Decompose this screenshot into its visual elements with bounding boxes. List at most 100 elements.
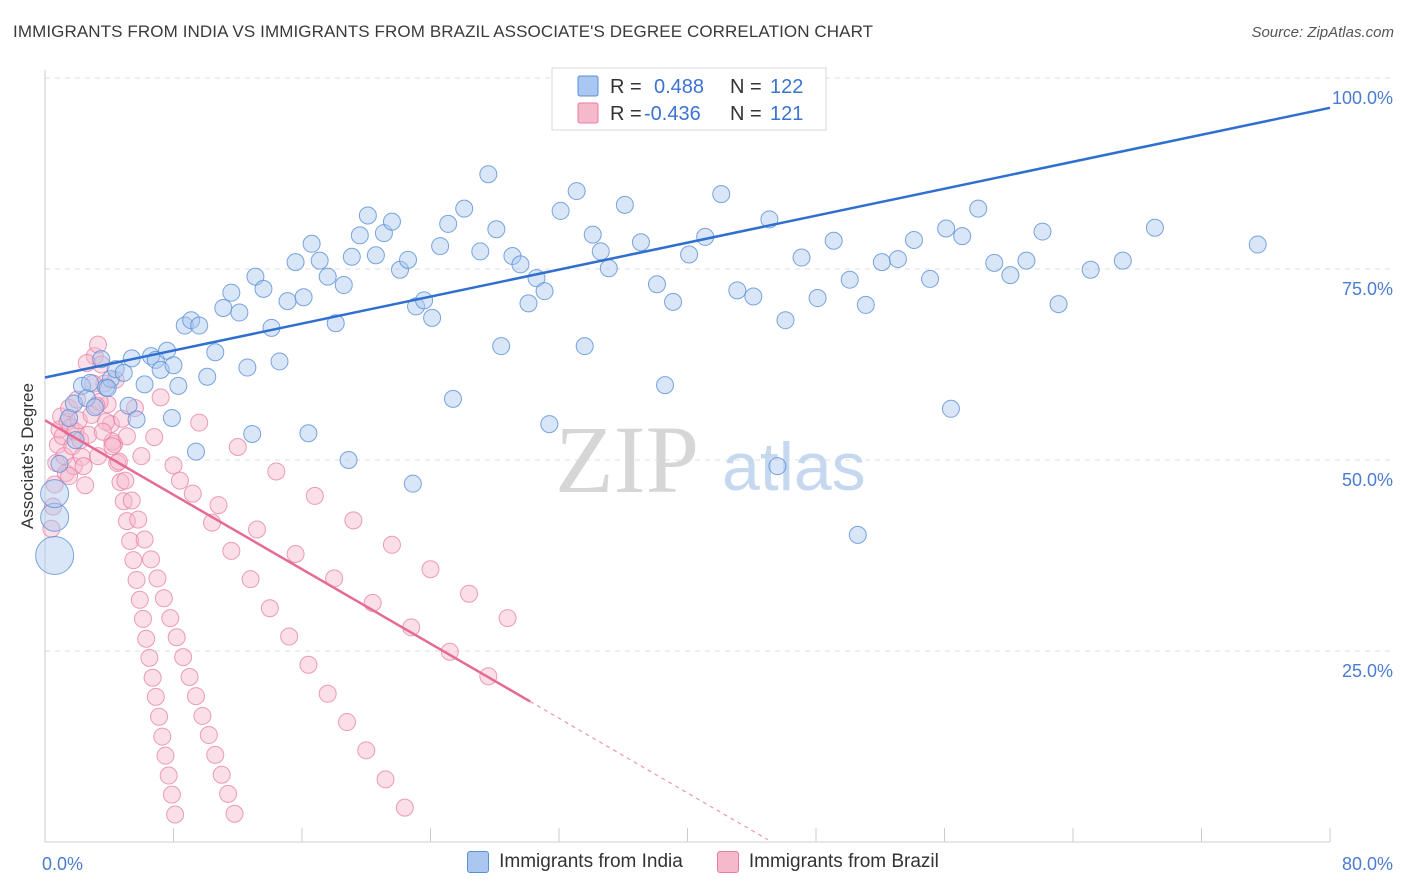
point-india [1113,251,1132,270]
point-brazil [260,599,279,618]
point-india [1081,260,1100,279]
point-brazil [145,428,164,447]
bottom-legend: Immigrants from India Immigrants from Br… [0,851,1406,873]
point-india [631,233,650,252]
point-brazil [395,798,414,817]
point-india [535,282,554,301]
point-brazil [170,471,189,490]
point-brazil [241,570,260,589]
point-brazil [199,726,218,745]
point-brazil [222,541,241,560]
point-india [50,454,69,473]
point-brazil [166,805,185,824]
point-india [127,410,146,429]
point-brazil [154,589,173,608]
point-india [519,294,538,313]
point-india [439,214,458,233]
point-india [230,303,249,322]
point-india [270,352,289,371]
point-brazil [143,668,162,687]
point-brazil [498,609,517,628]
legend-india-n-label: N = [730,76,762,98]
trend-line-brazil [44,419,531,703]
point-brazil [129,510,148,529]
x-ticks [44,828,1331,842]
bottom-legend-brazil-label: Immigrants from Brazil [748,851,939,872]
point-india [350,226,369,245]
point-india [334,276,353,295]
trend-lines [44,106,1331,841]
point-india [254,279,273,298]
point-brazil [153,727,172,746]
point-india [399,250,418,269]
point-india [808,289,827,308]
point-brazil [206,745,225,764]
point-india [744,287,763,306]
point-india [1248,235,1267,254]
bottom-legend-india-label: Immigrants from India [499,851,683,872]
point-brazil [146,687,165,706]
chart-title: IMMIGRANTS FROM INDIA VS IMMIGRANTS FROM… [13,22,874,41]
bottom-legend-brazil-swatch [716,851,739,873]
trend-line-india [44,106,1331,379]
point-india [551,201,570,220]
point-brazil [421,560,440,579]
point-brazil [130,590,149,609]
point-brazil [337,713,356,732]
point-india [904,230,923,249]
point-india [656,376,675,395]
point-india [712,185,731,204]
point-brazil [93,422,112,441]
point-brazil [156,746,175,765]
point-india [792,248,811,267]
y-tick-label: 50.0% [1342,470,1393,490]
point-india [80,373,99,392]
point-india [937,219,956,238]
point-brazil [376,770,395,789]
point-india [567,182,586,201]
point-brazil [382,535,401,554]
point-india [479,165,498,184]
point-india [492,337,511,356]
point-brazil [318,684,337,703]
x-tick-label-max: 80.0% [1342,854,1393,874]
point-brazil [212,765,231,784]
point-india [35,536,75,575]
point-brazil [103,437,122,456]
point-india [40,502,70,532]
legend: R = 0.488 N = 122 R = -0.436 N = 121 [551,67,827,131]
y-axis-title: Associate's Degree [18,383,37,529]
point-brazil [140,648,159,667]
point-brazil [137,629,156,648]
point-brazil [113,409,132,428]
point-india [728,281,747,300]
point-brazil [460,584,479,603]
point-brazil [124,551,143,570]
point-brazil [122,491,141,510]
point-india [888,250,907,269]
point-india [243,425,262,444]
point-brazil [161,609,180,628]
point-brazil [174,648,193,667]
legend-india-r-label: R = [610,76,642,98]
point-india [487,220,506,239]
y-tick-label: 75.0% [1342,279,1393,299]
point-india [339,451,358,469]
point-india [60,408,79,427]
point-india [591,242,610,261]
legend-brazil-swatch [577,102,599,124]
bottom-legend-brazil: Immigrants from Brazil [716,851,939,873]
point-india [358,206,377,225]
y-tick-label: 25.0% [1342,661,1393,681]
point-brazil [280,627,299,646]
legend-brazil-r-label: R = [610,103,642,125]
series-india-points [35,165,1267,575]
point-brazil [267,462,286,481]
point-india [856,295,875,314]
point-india [326,314,345,333]
point-india [403,474,422,493]
point-brazil [44,497,63,516]
point-brazil [225,804,244,823]
bottom-legend-india: Immigrants from India [467,851,683,873]
